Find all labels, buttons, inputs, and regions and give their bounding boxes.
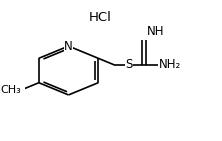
Text: S: S	[125, 58, 133, 71]
Text: N: N	[64, 40, 73, 53]
Text: CH₃: CH₃	[0, 85, 21, 95]
Text: NH: NH	[147, 25, 164, 38]
Text: NH₂: NH₂	[159, 58, 182, 71]
Text: HCl: HCl	[88, 11, 111, 24]
